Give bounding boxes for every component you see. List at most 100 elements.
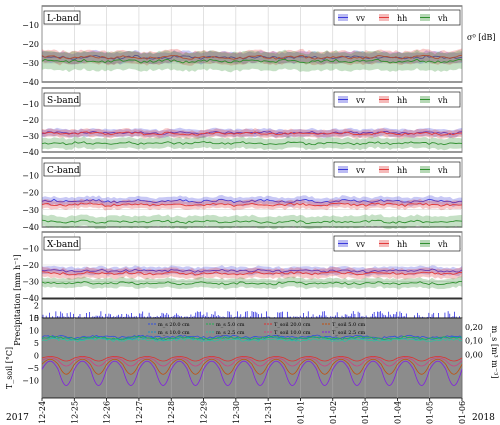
x-tick-label: 12-25	[70, 401, 79, 424]
soil-moisture-line	[41, 334, 463, 339]
line-hh	[41, 270, 463, 276]
soil-left-tick: −10	[22, 377, 39, 386]
x-tick-label: 12-30	[232, 401, 241, 424]
year-start-label: 2017	[6, 413, 29, 423]
soil-moisture-axis-label: m_s [m³ m⁻³]	[490, 326, 499, 379]
line-vv	[41, 268, 463, 273]
precip-y-tick: 2	[34, 301, 39, 310]
panel-label-box	[43, 10, 81, 25]
panel-label: L-band	[47, 14, 79, 24]
line-vh	[41, 141, 463, 146]
x-tick-label: 01-05	[426, 401, 435, 424]
line-hh	[41, 54, 463, 60]
soil-right-tick: 0,10	[465, 337, 483, 346]
legend-label-vv: vv	[355, 166, 366, 175]
soil-legend-label: T_soil 20.0 cm	[274, 322, 311, 328]
line-vh	[41, 219, 463, 224]
legend-label-hh: hh	[397, 240, 407, 249]
soil-legend-label: m_s 2.5 cm	[216, 330, 245, 336]
soil-temp-line	[41, 357, 463, 367]
x-tick-label: 01-01	[296, 401, 305, 424]
x-tick-label: 12-24	[38, 401, 47, 424]
panel-c-band: −40 −30 −20 −10 C-band vv hh vh	[22, 157, 463, 232]
legend-box	[333, 161, 461, 178]
panel-s-band: −40 −30 −20 −10 S-band vv hh vh	[22, 87, 463, 157]
y-tick-label: −30	[22, 59, 39, 68]
soil-left-tick: −5	[27, 364, 39, 373]
panel-label: C-band	[47, 166, 80, 176]
soil-legend-label: T_soil 10.0 cm	[274, 330, 311, 336]
legend-label-vh: vh	[437, 14, 448, 23]
panel-l-band: −40 −30 −20 −10 L-band vv hh vh	[22, 5, 463, 87]
line-vv	[41, 130, 463, 135]
precip-axis-label: Precipitation [mm h⁻¹]	[13, 254, 22, 345]
line-vh	[41, 58, 463, 64]
legend-label-vv: vv	[355, 240, 366, 249]
y-tick-label: −20	[22, 116, 39, 125]
soil-temp-axis-label: T_soil [°C]	[5, 347, 14, 389]
soil-left-tick: 10	[29, 327, 39, 336]
x-tick-label: 01-04	[393, 401, 402, 424]
x-tick-label: 01-03	[361, 401, 370, 424]
legend-label-vh: vh	[437, 166, 448, 175]
soil-temp-line	[41, 360, 463, 386]
panel-x-band: −40 −30 −20 −10 X-band vv hh vh	[22, 231, 463, 303]
y-tick-label: −40	[22, 78, 39, 87]
soil-legend-label: m_s 10.0 cm	[158, 330, 190, 336]
legend-label-hh: hh	[397, 166, 407, 175]
x-axis: 12-24 12-25 12-26 12-27 12-28 12-29 12-30 12-31…	[38, 398, 467, 424]
legend-box	[333, 235, 461, 252]
precip-y-tick: 0	[34, 314, 39, 323]
legend-box	[333, 91, 461, 108]
soil-legend-label: m_s 20.0 cm	[158, 322, 190, 328]
panel-label-box	[43, 92, 81, 107]
x-tick-label: 01-02	[329, 401, 338, 424]
y-tick-label: −20	[22, 189, 39, 198]
y-tick-label: −10	[22, 21, 39, 30]
y-tick-label: −10	[22, 100, 39, 109]
legend-label-vv: vv	[355, 14, 366, 23]
soil-temp-line	[41, 358, 463, 375]
band-hh	[42, 198, 462, 211]
panel-label: S-band	[47, 96, 79, 106]
y-tick-label: −40	[22, 294, 39, 303]
band-vh	[42, 214, 462, 230]
soil-right-tick: 0,20	[465, 323, 483, 332]
line-vh	[41, 281, 463, 286]
soil-temp-line	[41, 356, 463, 362]
y-tick-label: −20	[22, 261, 39, 270]
soil-right-tick: 0,00	[465, 350, 483, 359]
soil-left-tick: 0	[34, 352, 39, 361]
legend-label-vv: vv	[355, 96, 366, 105]
legend-label-hh: hh	[397, 14, 407, 23]
panel-label-box	[43, 162, 81, 177]
soil-moisture-line	[41, 337, 463, 343]
x-tick-label: 12-29	[200, 401, 209, 424]
legend-label-vh: vh	[437, 96, 448, 105]
y-tick-label: −20	[22, 40, 39, 49]
soil-legend-label: m_s 5.0 cm	[216, 322, 245, 328]
precipitation-panel: 0 2 Precipitation [mm h⁻¹]	[13, 254, 463, 346]
soil-left-tick: 15	[29, 314, 39, 323]
x-tick-label: 12-27	[135, 401, 144, 424]
x-tick-label: 12-26	[103, 401, 112, 424]
y-tick-label: −30	[22, 278, 39, 287]
x-tick-label: 01-06	[458, 401, 467, 424]
panel-label: X-band	[47, 240, 79, 250]
y-tick-label: −10	[22, 171, 39, 180]
panel-label-box	[43, 236, 81, 251]
line-hh	[41, 131, 463, 136]
soil-legend-label: T_soil 2.5 cm	[332, 330, 366, 336]
x-tick-label: 12-28	[167, 401, 176, 424]
y-tick-label: −30	[22, 206, 39, 215]
y-tick-label: −40	[22, 148, 39, 157]
line-hh	[41, 202, 463, 207]
year-end-label: 2018	[472, 413, 495, 423]
y-tick-label: −10	[22, 245, 39, 254]
backscatter-axis-label: σ⁰ [dB]	[467, 33, 495, 42]
band-hh	[42, 48, 462, 66]
soil-panel: m_s 20.0 cm m_s 5.0 cm T_soil 20.0 cm T_soi…	[5, 314, 499, 399]
band-vh	[42, 49, 462, 73]
band-vv	[42, 127, 462, 139]
